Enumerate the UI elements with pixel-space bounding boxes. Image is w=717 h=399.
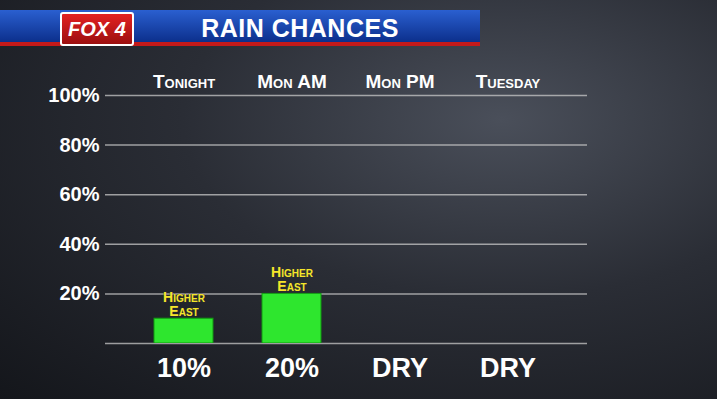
- svg-text:Tonight: Tonight: [153, 71, 215, 92]
- svg-text:40%: 40%: [59, 233, 99, 255]
- svg-text:DRY: DRY: [480, 353, 536, 383]
- svg-text:20%: 20%: [59, 282, 99, 304]
- svg-text:HigherEast: HigherEast: [163, 289, 206, 319]
- svg-text:20%: 20%: [265, 353, 319, 383]
- svg-text:100%: 100%: [48, 84, 99, 106]
- svg-text:Mon PM: Mon PM: [365, 71, 434, 92]
- svg-text:Mon AM: Mon AM: [257, 71, 326, 92]
- svg-text:Tuesday: Tuesday: [476, 71, 541, 92]
- svg-text:60%: 60%: [59, 183, 99, 205]
- html-text:RAIN CHANCES: RAIN CHANCES: [201, 14, 399, 42]
- svg-text:DRY: DRY: [372, 353, 428, 383]
- svg-text:10%: 10%: [157, 353, 211, 383]
- html-text:FOX 4: FOX 4: [68, 18, 126, 40]
- svg-text:80%: 80%: [59, 134, 99, 156]
- svg-text:HigherEast: HigherEast: [271, 264, 314, 294]
